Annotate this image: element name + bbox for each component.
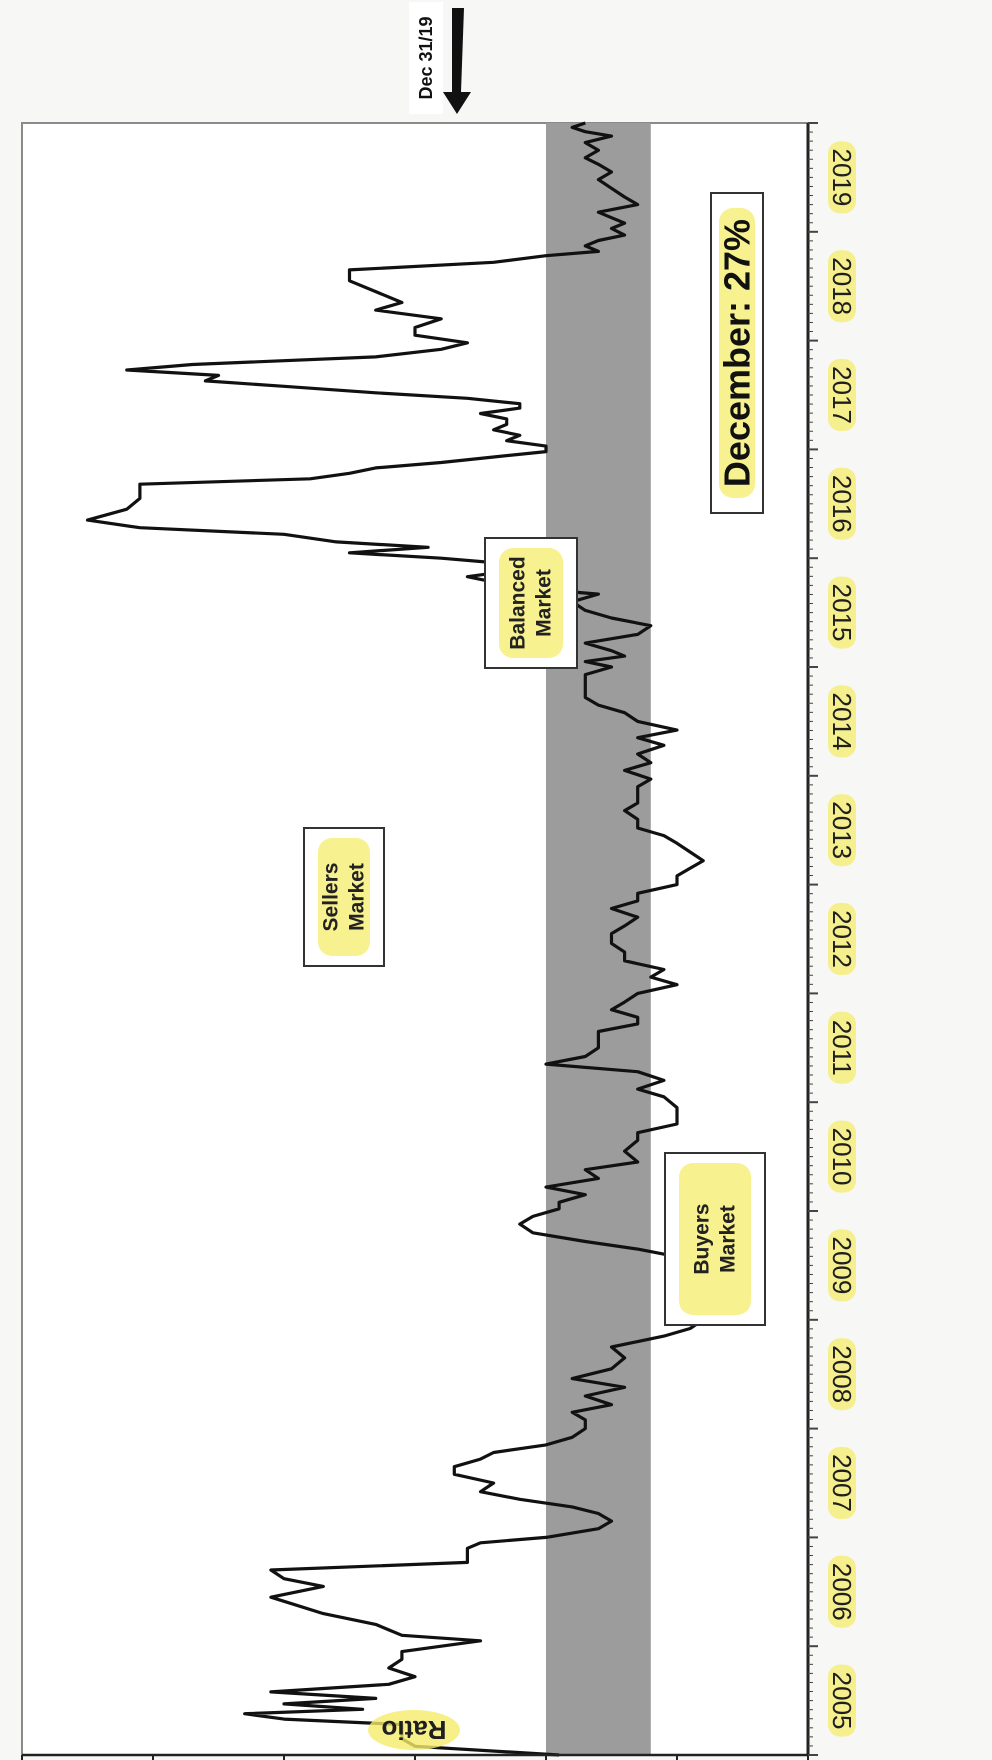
- y-axis-label-highlight: [368, 1710, 460, 1750]
- x-tick-label: 2005: [827, 1672, 857, 1730]
- sellers-market-line-1: Sellers: [320, 863, 343, 932]
- balanced-market-label: Balanced Market: [484, 537, 578, 669]
- sellers-market-label: Sellers Market: [303, 827, 385, 967]
- x-tick-highlight: [828, 685, 856, 758]
- x-tick-label: 2015: [827, 584, 857, 642]
- balanced-market-band: [546, 123, 651, 1755]
- x-tick-highlight: [828, 1011, 856, 1084]
- x-tick-highlight: [828, 1338, 856, 1411]
- x-tick-highlight: [828, 1664, 856, 1737]
- down-arrow-icon: [443, 8, 471, 114]
- buyers-market-label: Buyers Market: [664, 1152, 766, 1326]
- x-tick-label: 2018: [827, 257, 857, 315]
- x-tick-label: 2016: [827, 475, 857, 533]
- x-tick-label: 2014: [827, 692, 857, 750]
- x-tick-label: 2009: [827, 1236, 857, 1294]
- sellers-market-highlight: [318, 838, 370, 956]
- x-tick-label: 2019: [827, 148, 857, 206]
- x-tick-label: 2017: [827, 366, 857, 424]
- buyers-market-highlight: [679, 1163, 751, 1315]
- x-tick-highlight: [828, 141, 856, 214]
- december-annotation-highlight: [719, 208, 755, 498]
- balanced-market-line-1: Balanced: [507, 556, 530, 649]
- x-tick-highlight: [828, 1229, 856, 1302]
- december-annotation-text: December: 27%: [717, 219, 758, 487]
- x-tick-highlight: [828, 467, 856, 540]
- buyers-market-line-2: Market: [717, 1205, 740, 1273]
- y-axis-label: Ratio: [368, 1710, 460, 1750]
- december-annotation: December: 27%: [710, 192, 764, 514]
- buyers-market-line-1: Buyers: [691, 1203, 714, 1274]
- x-tick-label: 2011: [827, 1020, 857, 1076]
- x-tick-label: 2010: [827, 1128, 857, 1186]
- x-tick-highlight: [828, 576, 856, 649]
- balanced-market-highlight: [499, 548, 563, 658]
- dec-31-callout-text: Dec 31/19: [416, 16, 436, 99]
- ratio-series-line: [85, 121, 758, 1757]
- x-tick-label: 2006: [827, 1563, 857, 1621]
- x-tick-highlight: [828, 1555, 856, 1628]
- x-tick-label: 2013: [827, 801, 857, 859]
- x-tick-label: 2012: [827, 910, 857, 968]
- x-tick-highlight: [828, 903, 856, 975]
- x-tick-label: 2008: [827, 1345, 857, 1403]
- dec-31-callout-tag: [409, 2, 443, 114]
- x-tick-highlight: [828, 794, 856, 867]
- sellers-market-line-2: Market: [346, 863, 369, 931]
- balanced-market-line-2: Market: [533, 569, 556, 637]
- x-tick-label: 2007: [827, 1454, 857, 1512]
- dec-31-callout: Dec 31/19: [409, 2, 471, 114]
- x-tick-highlight: [828, 1447, 856, 1519]
- y-axis-label-text: Ratio: [382, 1715, 447, 1745]
- x-tick-highlight: [828, 250, 856, 323]
- x-tick-highlight: [828, 359, 856, 431]
- x-tick-highlight: [828, 1120, 856, 1193]
